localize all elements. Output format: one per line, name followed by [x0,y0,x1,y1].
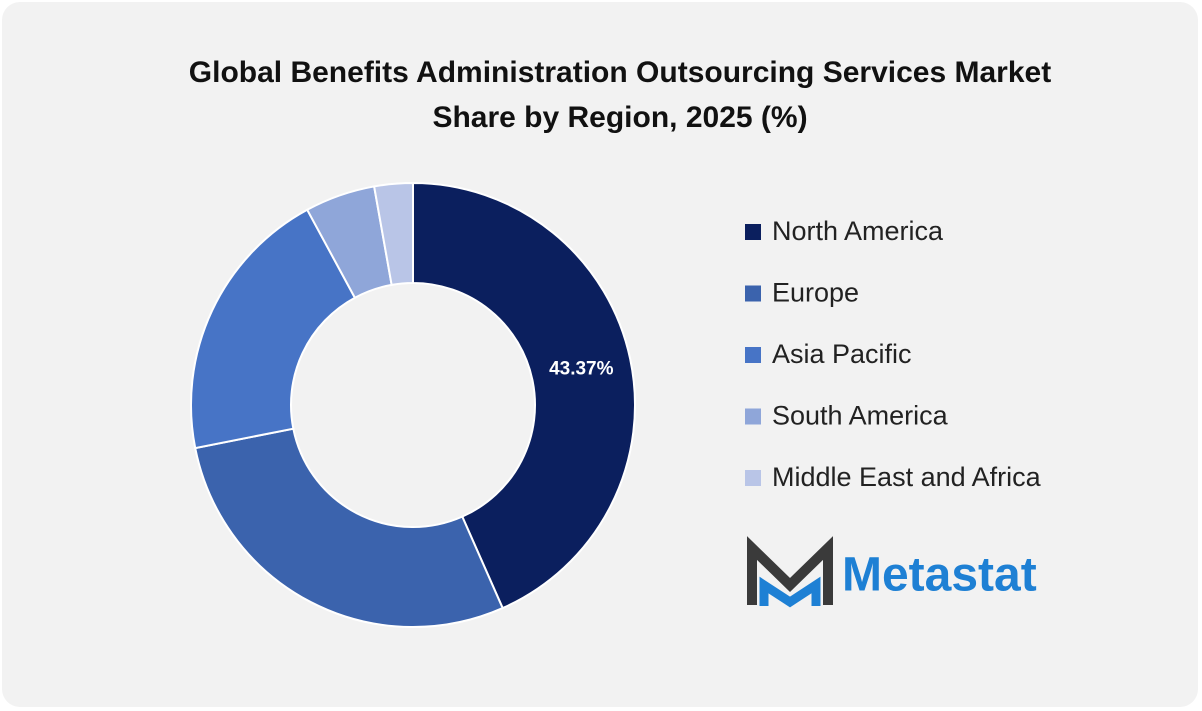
legend-swatch [745,470,761,486]
logo-m [747,536,833,605]
donut-slice [372,181,414,287]
legend-swatch [745,224,761,240]
chart-title: Global Benefits Administration Outsourci… [188,56,1052,134]
logo-m-accent [759,576,821,608]
legend-swatch [745,408,761,425]
legend-swatch [745,347,761,363]
legend-swatch [745,285,761,302]
logo-text: Metastat [842,549,1037,602]
legend-label: Middle East and Africa [772,462,1042,492]
donut-slice [190,208,357,450]
logo-icon [747,536,833,608]
legend-label: Europe [772,278,859,308]
donut-slice [194,427,504,628]
value-label: 43.37% [549,359,614,380]
legend-label: Asia Pacific [772,339,912,369]
donut-slice [412,181,636,610]
legend-label: South America [772,401,949,431]
legend-label: North America [772,216,944,246]
